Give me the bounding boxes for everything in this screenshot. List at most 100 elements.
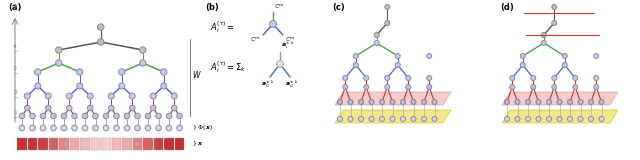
Circle shape [150,93,156,99]
Circle shape [40,125,46,131]
Circle shape [276,60,284,68]
Text: $\mathbb{C}^m$: $\mathbb{C}^m$ [250,36,261,44]
Circle shape [563,63,567,68]
Circle shape [578,100,583,104]
Circle shape [337,116,342,121]
Bar [49,138,58,150]
Circle shape [515,116,520,121]
Circle shape [108,93,115,99]
Circle shape [536,100,541,104]
Circle shape [72,113,77,119]
Circle shape [557,116,562,121]
Circle shape [390,100,395,104]
Circle shape [364,76,369,80]
Circle shape [172,105,177,111]
Circle shape [45,105,51,111]
Bar [154,138,163,150]
Circle shape [525,100,531,104]
Circle shape [509,76,515,80]
Circle shape [380,116,385,121]
Circle shape [177,113,182,119]
Circle shape [166,113,172,119]
Circle shape [541,32,547,37]
Text: 4: 4 [13,44,17,48]
Circle shape [156,113,161,119]
Polygon shape [335,110,451,123]
Circle shape [525,116,531,121]
Circle shape [427,53,432,59]
Circle shape [380,100,384,104]
Circle shape [385,84,390,89]
Circle shape [427,76,432,80]
Circle shape [369,100,374,104]
Circle shape [589,100,593,104]
Circle shape [67,105,72,111]
Circle shape [172,93,177,99]
Circle shape [358,100,364,104]
Circle shape [118,69,125,75]
Circle shape [536,100,541,104]
Circle shape [396,63,400,68]
Circle shape [51,125,56,131]
Bar [38,138,48,150]
Bar [143,138,153,150]
Bar [28,138,37,150]
Circle shape [88,105,93,111]
Bar [112,138,121,150]
Text: (d): (d) [500,3,514,12]
Circle shape [536,116,541,121]
Circle shape [269,20,276,28]
Circle shape [93,113,99,119]
Circle shape [515,100,520,104]
Circle shape [97,39,104,45]
Circle shape [401,100,405,104]
Bar [132,138,142,150]
Circle shape [97,24,104,30]
Circle shape [72,125,77,131]
Circle shape [77,69,83,75]
Circle shape [396,53,400,59]
Circle shape [343,84,348,89]
Text: (b): (b) [205,3,219,12]
Circle shape [578,100,583,104]
Text: $A_i^{(\tau)}=$: $A_i^{(\tau)}=$ [210,19,235,35]
Text: $A_i^{(\tau)}=\Sigma_k$: $A_i^{(\tau)}=\Sigma_k$ [210,59,246,75]
Circle shape [401,116,406,121]
Circle shape [35,83,41,89]
Circle shape [563,53,567,59]
Circle shape [166,125,172,131]
Bar [101,138,111,150]
Bar [91,138,100,150]
Circle shape [374,32,380,37]
Circle shape [552,84,557,89]
Polygon shape [335,92,451,105]
Circle shape [547,100,552,104]
Circle shape [411,116,416,121]
Polygon shape [502,110,618,123]
Circle shape [406,76,411,80]
Text: $\}\;\Phi(\boldsymbol{x})$: $\}\;\Phi(\boldsymbol{x})$ [192,123,213,132]
Circle shape [432,100,437,104]
Text: $\mathbb{C}^m$: $\mathbb{C}^m$ [274,3,285,11]
Circle shape [29,125,35,131]
Circle shape [422,100,426,104]
Circle shape [156,125,161,131]
Text: (a): (a) [8,3,21,12]
Circle shape [385,76,390,80]
Circle shape [599,100,604,104]
Circle shape [61,125,67,131]
Text: $\tilde{\boldsymbol{a}}_i^{\tau,k}$: $\tilde{\boldsymbol{a}}_i^{\tau,k}$ [281,40,295,51]
Circle shape [547,100,551,104]
Circle shape [547,116,552,121]
Bar [80,138,90,150]
Circle shape [578,116,583,121]
Text: $\boldsymbol{a}_{i_2}^{\tau,k}$: $\boldsymbol{a}_{i_2}^{\tau,k}$ [285,79,299,91]
Circle shape [114,113,119,119]
Circle shape [82,125,88,131]
Circle shape [374,40,380,45]
Text: $W$: $W$ [192,69,202,80]
Text: $\tau$: $\tau$ [12,2,18,10]
Circle shape [557,100,562,104]
Circle shape [337,100,342,104]
Circle shape [56,47,62,53]
